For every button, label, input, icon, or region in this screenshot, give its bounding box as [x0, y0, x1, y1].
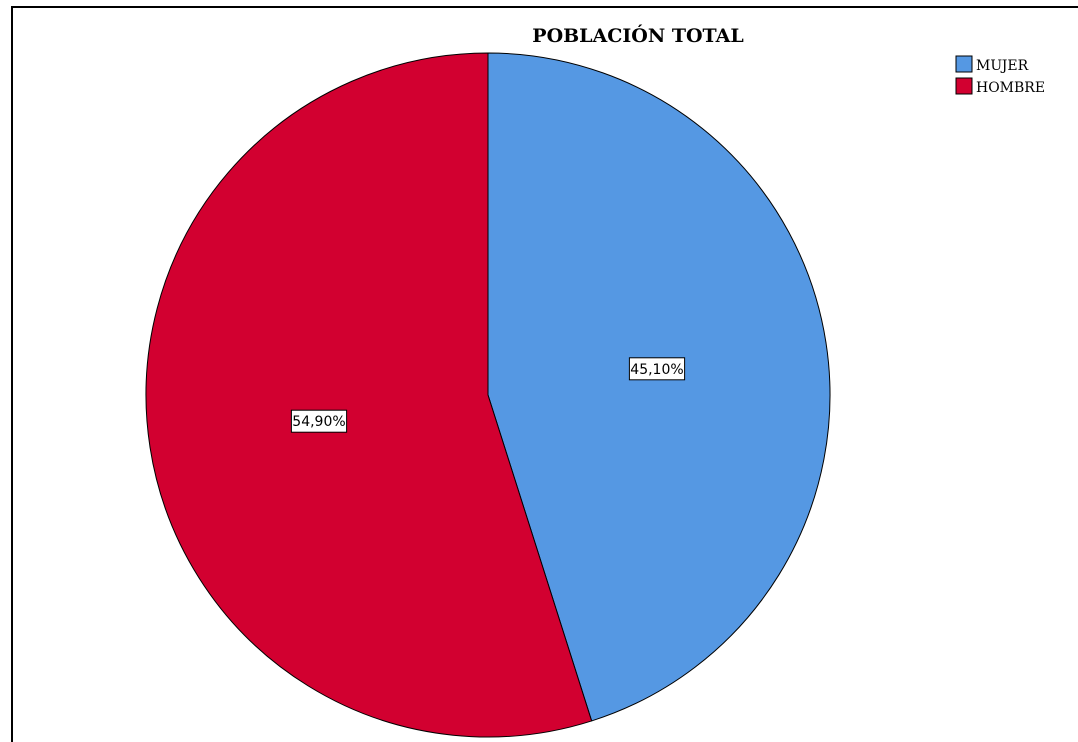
pie-label-box — [290, 409, 348, 433]
pie-label-box — [628, 357, 686, 381]
pie-slice-mujer — [487, 52, 831, 722]
pie-slice-labels: 45,10% 54,90% — [290, 357, 686, 433]
legend-swatch — [955, 55, 973, 73]
legend-item-mujer: MUJER — [955, 55, 1029, 74]
pie-label-mujer: 45,10% — [628, 357, 686, 381]
legend-label: HOMBRE — [976, 80, 1045, 96]
chart-legend: MUJER HOMBRE — [955, 55, 1045, 96]
pie-label-hombre: 54,90% — [290, 409, 348, 433]
pie-slice-hombre — [145, 52, 593, 738]
legend-swatch — [955, 77, 973, 95]
chart-title: POBLACIÓN TOTAL — [532, 24, 743, 47]
pie-slices — [145, 52, 831, 738]
pie-label-text: 45,10% — [630, 362, 683, 378]
pie-label-text: 54,90% — [292, 414, 345, 430]
legend-item-hombre: HOMBRE — [955, 77, 1045, 96]
legend-label: MUJER — [976, 58, 1029, 74]
